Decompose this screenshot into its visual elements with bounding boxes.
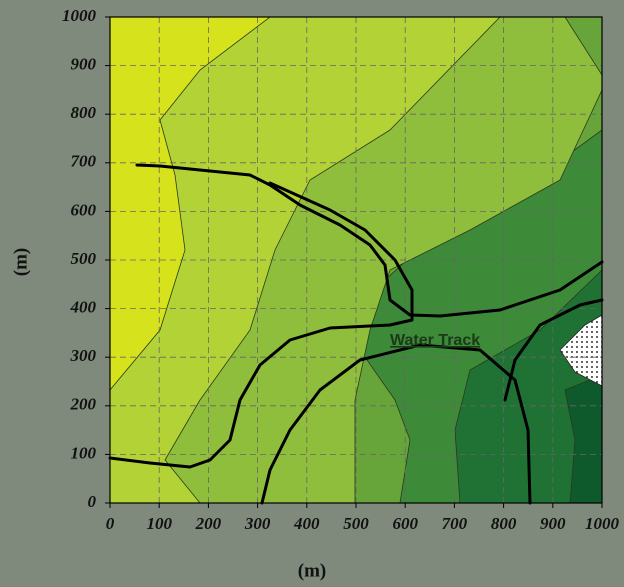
y-tick-label: 0 — [88, 492, 97, 511]
y-tick-label: 900 — [71, 55, 97, 74]
y-tick-label: 100 — [71, 443, 97, 462]
x-tick-label: 700 — [442, 514, 468, 533]
annotation: Water Track — [390, 332, 480, 349]
x-tick-label: 300 — [244, 514, 271, 533]
y-tick-label: 1000 — [62, 6, 97, 25]
x-axis-label: (m) — [298, 560, 326, 581]
y-tick-label: 600 — [71, 200, 97, 219]
y-tick-label: 200 — [70, 395, 97, 414]
y-tick-label: 500 — [71, 249, 97, 268]
y-axis-label: (m) — [10, 248, 31, 276]
y-tick-label: 700 — [71, 152, 97, 171]
x-tick-label: 0 — [106, 514, 115, 533]
x-tick-label: 100 — [146, 514, 172, 533]
y-tick-label: 400 — [70, 298, 97, 317]
x-tick-label: 600 — [392, 514, 418, 533]
chart: Water Track (m) (m) 0 100 200 300 400 500 600 7… — [0, 0, 624, 587]
y-tick-label: 800 — [71, 103, 97, 122]
x-tick-label: 400 — [293, 514, 320, 533]
x-tick-label: 200 — [195, 514, 222, 533]
y-tick-label: 300 — [70, 346, 97, 365]
x-tick-label: 800 — [491, 514, 517, 533]
x-tick-label: 900 — [540, 514, 566, 533]
x-tick-label: 1000 — [585, 514, 620, 533]
x-tick-label: 500 — [343, 514, 369, 533]
